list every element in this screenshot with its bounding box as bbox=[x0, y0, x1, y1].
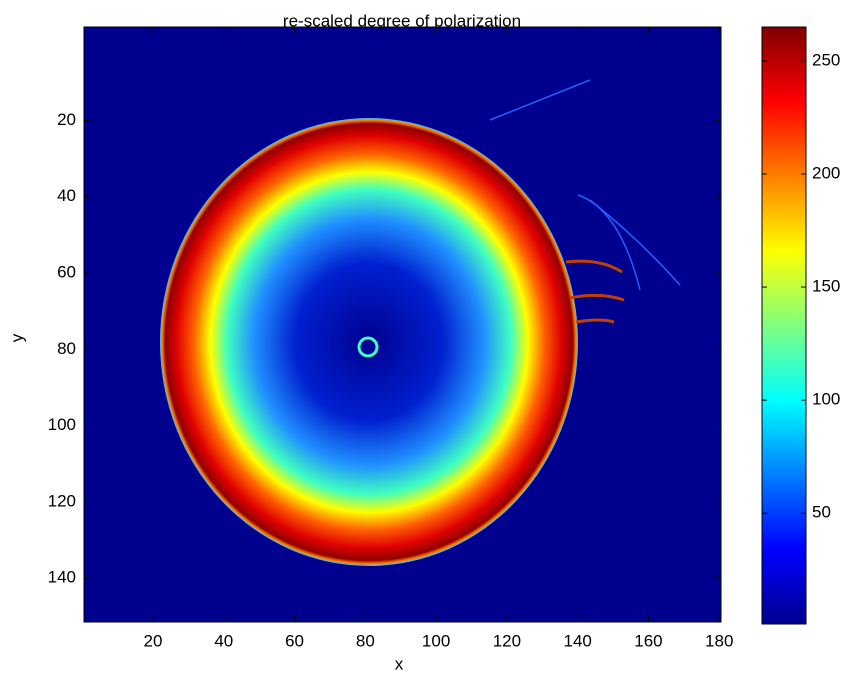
y-tick-label: 20 bbox=[57, 110, 76, 129]
colorbar-tick-label: 100 bbox=[812, 390, 840, 409]
x-tick-label: 180 bbox=[705, 631, 733, 650]
colorbar-tick-label: 200 bbox=[812, 163, 840, 182]
y-tick-label: 140 bbox=[48, 568, 76, 587]
y-tick-label: 60 bbox=[57, 262, 76, 281]
colorbar-tick-label: 250 bbox=[812, 50, 840, 69]
colorbar-box bbox=[761, 26, 807, 625]
y-tick-label: 40 bbox=[57, 186, 76, 205]
x-tick-label: 80 bbox=[356, 631, 375, 650]
x-tick-label: 100 bbox=[422, 631, 450, 650]
y-axis-label: y bbox=[7, 333, 26, 342]
image bbox=[84, 27, 721, 622]
x-tick-label: 40 bbox=[214, 631, 233, 650]
x-tick-label: 160 bbox=[634, 631, 662, 650]
x-tick-label: 60 bbox=[285, 631, 304, 650]
x-tick-label: 20 bbox=[144, 631, 163, 650]
colorbar-tick-label: 50 bbox=[812, 503, 831, 522]
x-tick-label: 140 bbox=[563, 631, 591, 650]
x-axis-label: x bbox=[395, 654, 404, 673]
colorbar bbox=[762, 27, 806, 624]
y-tick-label: 100 bbox=[48, 415, 76, 434]
x-tick-label: 120 bbox=[493, 631, 521, 650]
axes-box bbox=[83, 26, 722, 623]
chart-title: re-scaled degree of polarization bbox=[283, 11, 521, 30]
colorbar-tick-label: 150 bbox=[812, 277, 840, 296]
y-tick-label: 80 bbox=[57, 339, 76, 358]
y-tick-label: 120 bbox=[48, 491, 76, 510]
